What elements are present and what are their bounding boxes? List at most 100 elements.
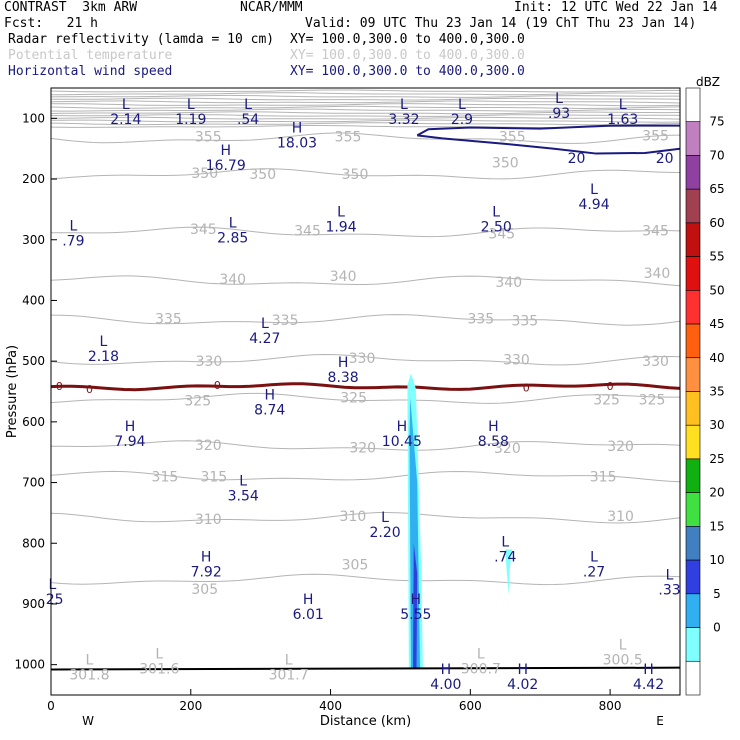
zero-label: 0 [214,379,221,392]
theta-label: 345 [642,224,669,240]
valid-time: Valid: 09 UTC Thu 23 Jan 14 (19 ChT Thu … [305,16,697,31]
theta-label: 340 [330,269,357,285]
theta-label: 350 [342,167,369,183]
y-tick-label: 100 [22,111,45,125]
extremum-value: 2.14 [110,112,141,128]
extremum-value: .27 [583,564,605,580]
extremum-value: 4.02 [507,677,538,693]
colorbar-level-label: 60 [709,216,724,230]
theta-contour-upper [50,94,680,98]
theta-label: 355 [195,130,222,146]
wind-label: 20 [656,151,674,167]
y-tick-label: 800 [22,536,45,550]
theta-contour [50,392,680,404]
wind-label: 20 [568,151,586,167]
extremum-symbol: H [303,592,314,608]
colorbar-segment [685,391,701,426]
extremum-value: 2.50 [481,220,512,236]
extremum-value: 7.92 [191,564,222,580]
x-end-label-east: E [656,714,664,728]
theta-label: 330 [642,354,669,370]
x-tick-label: 600 [459,699,482,713]
theta-contour-upper [50,116,681,120]
theta-contour-upper [50,100,681,104]
extremum-value: 3.54 [228,489,259,505]
extremum-value: 10.45 [382,434,422,450]
extremum-symbol: L [100,334,108,350]
extremum-value: 5.55 [400,607,431,623]
theta-label: 315 [200,469,227,485]
theta-contour [50,573,681,586]
theta-contour-upper [50,108,681,112]
extremum-symbol: H [643,662,654,678]
extremum-value: 8.74 [254,402,285,418]
extremum-symbol: L [619,97,627,113]
extremum-symbol: L [69,219,77,235]
theta-label: 350 [249,167,276,183]
theta-contour [50,132,681,144]
colorbar-level-label: 5 [713,587,721,601]
y-tick-label: 1000 [14,658,45,672]
extremum-symbol: L [239,474,247,490]
colorbar-level-label: 25 [709,452,724,466]
extremum-value: .54 [237,112,259,128]
extremum-value: 1.63 [607,112,638,128]
colorbar-segment [685,188,701,224]
extremum-value: 16.79 [206,158,246,174]
extremum-value: 8.38 [328,370,359,386]
theta-label: 305 [342,557,369,573]
theta-contour [50,168,681,180]
colorbar-segment [685,458,701,493]
extremum-value: 8.58 [478,434,509,450]
extremum-symbol: L [285,653,293,669]
extremum-value: 7.94 [114,434,145,450]
theta-label: 340 [219,272,246,288]
colorbar-segment [685,357,701,392]
field3-name: Horizontal wind speed [8,64,173,79]
colorbar-unit: dBZ [696,75,720,89]
field2-name: Potential temperature [8,48,173,63]
theta-contour-upper [51,114,681,117]
institution: NCAR/MMM [240,0,303,15]
extremum-symbol: H [397,419,408,435]
theta-contour [50,440,681,451]
extremum-symbol: L [337,205,345,221]
theta-label: 335 [511,313,538,329]
colorbar-segment [685,290,701,325]
y-tick-label: 500 [22,354,45,368]
y-tick-label: 300 [22,233,45,247]
theta-contour-upper [50,119,681,123]
theta-label: 325 [639,392,666,408]
colorbar-segment [685,660,701,696]
extremum-symbol: L [477,647,485,663]
extremum-value: 1.19 [175,112,206,128]
theta-label: 320 [607,439,634,455]
reflectivity-15-dbz [413,543,418,668]
theta-label: 330 [349,351,376,367]
reflectivity-5-dbz-east [505,549,513,595]
extremum-value: 2.20 [369,525,400,541]
zero-label: 0 [86,383,93,396]
extremum-value: 4.00 [430,677,461,693]
colorbar-segment [685,323,701,359]
extremum-symbol: L [400,97,408,113]
theta-label: 330 [196,354,223,370]
extremum-symbol: L [458,97,466,113]
theta-label: 345 [190,222,217,238]
extremum-value: 2.18 [88,349,119,365]
theta-label: 340 [644,266,671,282]
reflectivity-10-dbz [409,397,421,668]
extremum-value: .33 [658,583,680,599]
colorbar-segment [685,492,701,527]
extremum-symbol: L [590,182,598,198]
extremum-symbol: L [86,653,94,669]
extremum-value: 2.85 [217,231,248,247]
theta-contour-upper [50,103,681,107]
theta-label: 320 [494,441,521,457]
theta-label: 325 [184,394,211,410]
extremum-symbol: H [441,662,452,678]
theta-label: 310 [340,509,367,525]
extremum-symbol: L [187,97,195,113]
theta-label: 325 [340,391,367,407]
